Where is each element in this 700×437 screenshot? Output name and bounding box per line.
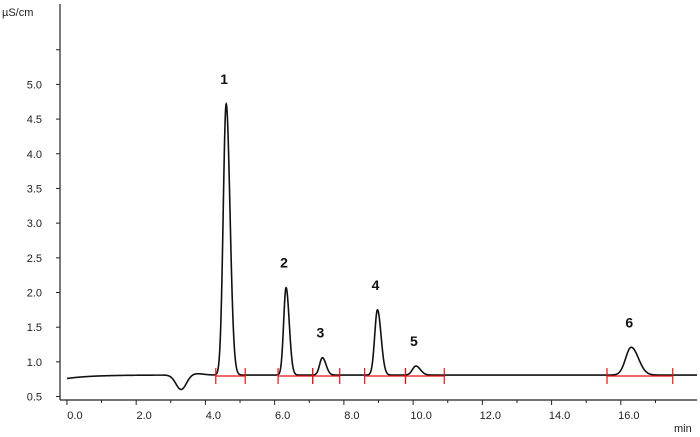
- peak-label-4: 4: [372, 277, 380, 293]
- peak-label-2: 2: [280, 255, 288, 271]
- x-tick-label: 14.0: [549, 410, 570, 422]
- y-tick-label: 2.0: [27, 287, 42, 299]
- x-tick-label: 12.0: [480, 410, 501, 422]
- y-tick-label: 0.5: [27, 392, 42, 404]
- x-axis-unit-label: min: [674, 423, 692, 435]
- peak-label-5: 5: [410, 333, 418, 349]
- x-tick-label: 2.0: [137, 410, 152, 422]
- peak-label-1: 1: [220, 71, 228, 87]
- integration-layer: [215, 368, 674, 385]
- x-tick-label: 16.0: [618, 410, 639, 422]
- axes: 0.5 1.0 1.5 2.0 2.5 3.0 3.5 4.0 4.5 5.0 0.0 2.0 4.0 6…: [27, 4, 697, 422]
- peak-label-3: 3: [317, 325, 325, 341]
- x-tick-label: 4.0: [206, 410, 221, 422]
- signal-trace: [66, 101, 697, 391]
- y-axis-unit-label: µS/cm: [2, 7, 33, 19]
- y-tick-label: 1.0: [27, 357, 42, 369]
- x-tick-label: 0.0: [67, 410, 82, 422]
- peak-label-6: 6: [625, 314, 633, 330]
- peak-labels: 1 2 3 4 5 6: [220, 71, 633, 349]
- trace-layer: [66, 101, 697, 391]
- y-tick-label: 4.0: [27, 149, 42, 161]
- y-tick-label: 4.5: [27, 114, 42, 126]
- x-tick-label: 10.0: [410, 410, 431, 422]
- x-tick-label: 6.0: [275, 410, 290, 422]
- y-tick-label: 5.0: [27, 79, 42, 91]
- x-tick-label: 8.0: [344, 410, 359, 422]
- y-tick-label: 3.5: [27, 183, 42, 195]
- y-tick-label: 1.5: [27, 322, 42, 334]
- y-tick-label: 3.0: [27, 218, 42, 230]
- y-tick-label: 2.5: [27, 253, 42, 265]
